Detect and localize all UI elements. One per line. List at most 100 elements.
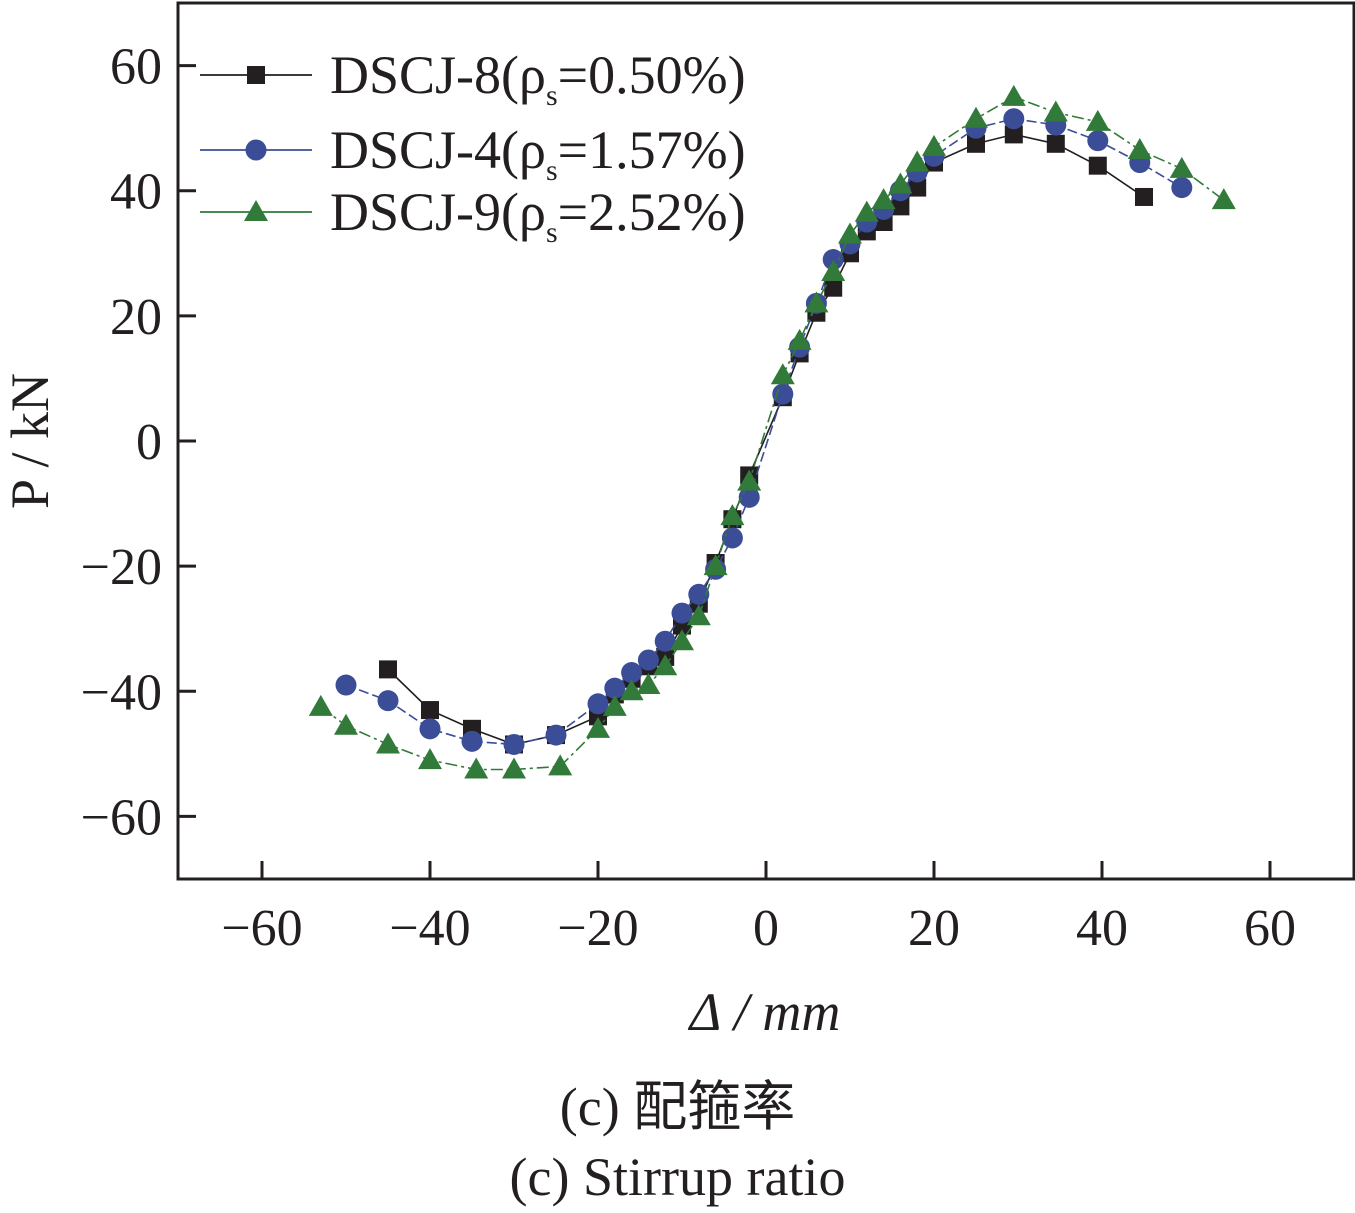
marker-circle xyxy=(419,718,441,740)
legend-entry-square: DSCJ-8(ρs=0.50%) xyxy=(200,45,746,112)
marker-square xyxy=(967,134,985,153)
legend-label-main: DSCJ-4(ρ xyxy=(330,120,546,180)
legend-entry-circle: DSCJ-4(ρs=1.57%) xyxy=(200,120,746,187)
marker-square xyxy=(1046,134,1065,153)
marker-triangle xyxy=(602,694,627,716)
y-tick-label: 20 xyxy=(110,289,162,346)
marker-square xyxy=(1004,125,1023,144)
marker-triangle xyxy=(1127,138,1152,160)
marker-square xyxy=(1135,187,1153,206)
marker-triangle xyxy=(922,134,946,156)
legend-label-tail: =0.50%) xyxy=(558,45,746,105)
marker-triangle xyxy=(586,716,610,738)
marker-triangle xyxy=(464,757,489,779)
y-tick-label: −20 xyxy=(81,539,162,596)
marker-square xyxy=(824,278,843,297)
legend-label-main: DSCJ-8(ρ xyxy=(330,45,546,105)
y-axis-title: P / kN xyxy=(0,373,60,509)
legend: DSCJ-8(ρs=0.50%)DSCJ-4(ρs=1.57%)DSCJ-9(ρ… xyxy=(200,45,746,249)
marker-circle xyxy=(637,649,659,671)
marker-circle xyxy=(335,674,357,696)
marker-triangle xyxy=(334,713,358,735)
marker-triangle xyxy=(888,172,913,194)
marker-triangle xyxy=(838,222,862,244)
axis-titles: Δ / mm P / kN xyxy=(0,373,840,1042)
marker-triangle xyxy=(1211,188,1236,210)
y-tick-label: 0 xyxy=(136,414,162,471)
marker-square xyxy=(908,178,927,197)
legend-label-subscript: s xyxy=(546,79,558,112)
marker-circle xyxy=(461,730,483,752)
marker-triangle xyxy=(619,679,644,701)
marker-triangle xyxy=(548,754,573,776)
marker-triangle xyxy=(821,260,846,282)
marker-circle xyxy=(587,693,609,715)
legend-label-subscript: s xyxy=(546,154,558,187)
marker-triangle xyxy=(804,291,829,313)
marker-triangle xyxy=(787,328,812,350)
marker-circle xyxy=(1171,177,1193,199)
marker-circle xyxy=(503,733,525,755)
legend-label-tail: =2.52%) xyxy=(558,182,746,242)
marker-triangle xyxy=(308,694,333,716)
marker-triangle xyxy=(653,654,678,676)
x-tick-label: 60 xyxy=(1244,900,1296,957)
marker-square xyxy=(247,66,265,84)
marker-circle xyxy=(377,690,399,712)
x-tick-label: −40 xyxy=(389,900,470,957)
marker-triangle xyxy=(418,748,442,770)
marker-circle xyxy=(545,724,567,746)
marker-triangle xyxy=(1085,109,1110,131)
legend-label-main: DSCJ-9(ρ xyxy=(330,182,546,242)
y-tick-label: 40 xyxy=(110,164,162,221)
legend-label: DSCJ-4(ρs=1.57%) xyxy=(330,120,746,187)
marker-triangle xyxy=(770,363,795,385)
marker-circle xyxy=(621,662,643,684)
series-triangle xyxy=(308,84,1236,779)
marker-triangle xyxy=(502,757,526,779)
x-tick-label: 20 xyxy=(908,900,960,957)
y-tick-label: 60 xyxy=(110,39,162,96)
ticks: −60 −40 −20 0 20 40 60 −60 −40 −20 0 20 40 60 xyxy=(81,39,1296,957)
marker-circle xyxy=(671,602,693,624)
x-tick-label: 0 xyxy=(753,900,779,957)
y-tick-label: −40 xyxy=(81,664,162,721)
marker-triangle xyxy=(720,504,745,526)
marker-circle xyxy=(1003,108,1025,130)
marker-square xyxy=(891,197,910,216)
marker-square xyxy=(421,701,439,720)
y-tick-label: −60 xyxy=(81,789,162,846)
marker-circle xyxy=(772,383,794,405)
x-tick-label: −20 xyxy=(557,900,638,957)
chart: −60 −40 −20 0 20 40 60 −60 −40 −20 0 20 40 60 DSCJ-8(… xyxy=(0,1,1355,1042)
marker-triangle xyxy=(244,200,268,221)
series-line xyxy=(320,95,1225,771)
marker-circle xyxy=(721,527,743,549)
legend-entry-triangle: DSCJ-9(ρs=2.52%) xyxy=(200,182,746,249)
marker-triangle xyxy=(1043,100,1068,122)
marker-triangle xyxy=(670,629,694,651)
marker-circle xyxy=(604,677,626,699)
marker-triangle xyxy=(636,673,661,695)
marker-triangle xyxy=(871,188,896,210)
marker-circle xyxy=(245,139,267,161)
legend-label: DSCJ-8(ρs=0.50%) xyxy=(330,45,746,112)
x-tick-label: 40 xyxy=(1076,900,1128,957)
marker-triangle xyxy=(1001,84,1026,106)
marker-triangle xyxy=(1169,156,1194,178)
x-axis-title: Δ / mm xyxy=(688,982,841,1042)
marker-triangle xyxy=(964,106,988,128)
caption-english: (c) Stirrup ratio xyxy=(509,1147,846,1207)
marker-triangle xyxy=(737,469,762,491)
marker-triangle xyxy=(905,150,930,172)
marker-triangle xyxy=(854,200,879,222)
x-tick-label: −60 xyxy=(221,900,302,957)
marker-circle xyxy=(654,630,676,652)
legend-label-tail: =1.57%) xyxy=(558,120,746,180)
legend-label-subscript: s xyxy=(546,216,558,249)
marker-circle xyxy=(1087,130,1109,152)
marker-square xyxy=(379,660,397,679)
marker-triangle xyxy=(703,554,728,576)
marker-triangle xyxy=(686,604,711,626)
marker-circle xyxy=(822,249,844,271)
